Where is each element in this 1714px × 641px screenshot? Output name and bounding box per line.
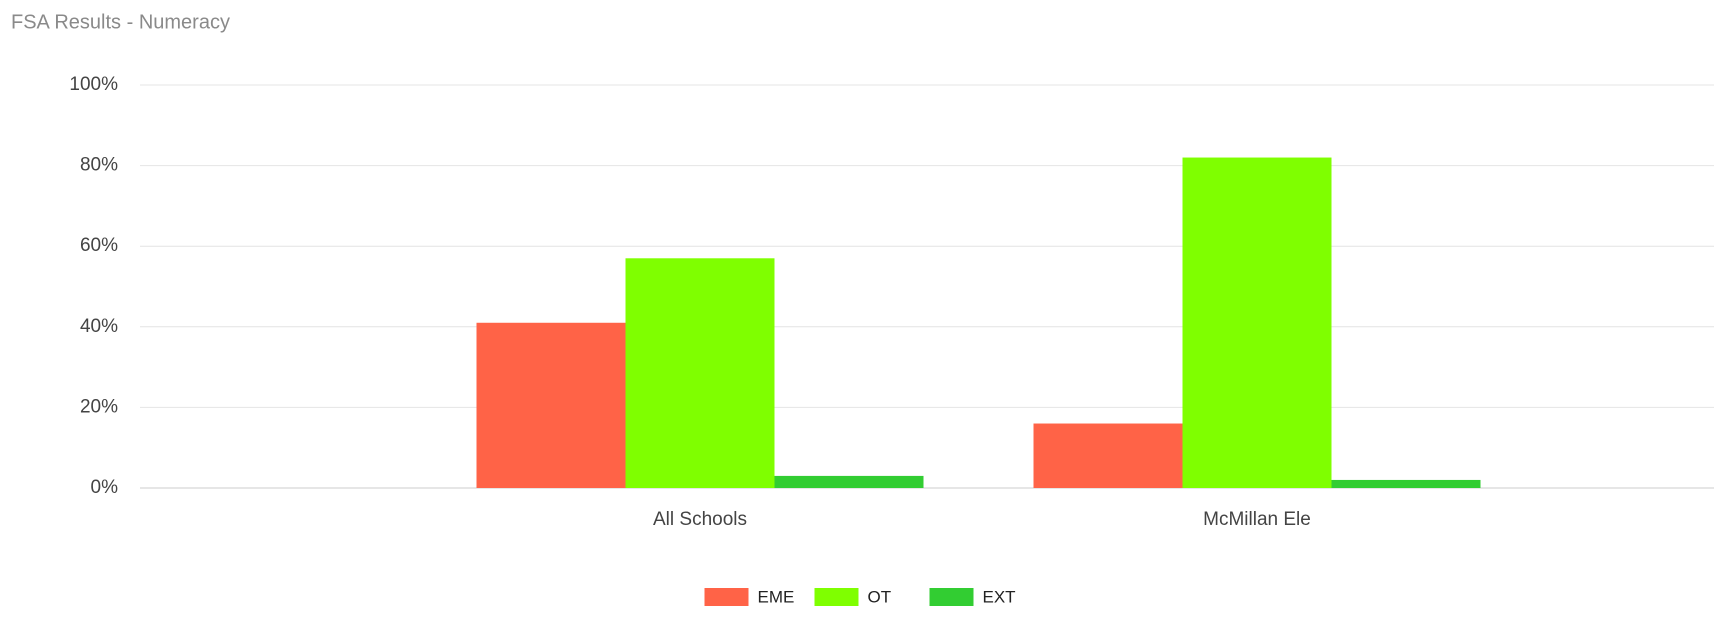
- legend-label: OT: [868, 587, 892, 606]
- y-tick-label: 20%: [80, 396, 118, 417]
- y-tick-label: 100%: [69, 74, 118, 95]
- y-tick-label: 60%: [80, 235, 118, 256]
- chart-title: FSA Results - Numeracy: [11, 11, 230, 33]
- x-tick-label: All Schools: [653, 509, 747, 530]
- bar: [476, 322, 626, 488]
- y-tick-label: 0%: [91, 477, 119, 498]
- y-tick-label: 40%: [80, 316, 118, 337]
- bar: [1331, 479, 1481, 488]
- legend-label: EME: [758, 587, 795, 606]
- bar: [625, 258, 775, 488]
- x-tick-label: McMillan Ele: [1203, 509, 1311, 530]
- legend-swatch: [814, 588, 859, 606]
- bar: [1033, 423, 1183, 488]
- bar: [1182, 157, 1332, 489]
- y-tick-label: 80%: [80, 155, 118, 176]
- legend-swatch: [929, 588, 974, 606]
- bar: [774, 475, 924, 488]
- legend-label: EXT: [983, 587, 1016, 606]
- legend-swatch: [704, 588, 749, 606]
